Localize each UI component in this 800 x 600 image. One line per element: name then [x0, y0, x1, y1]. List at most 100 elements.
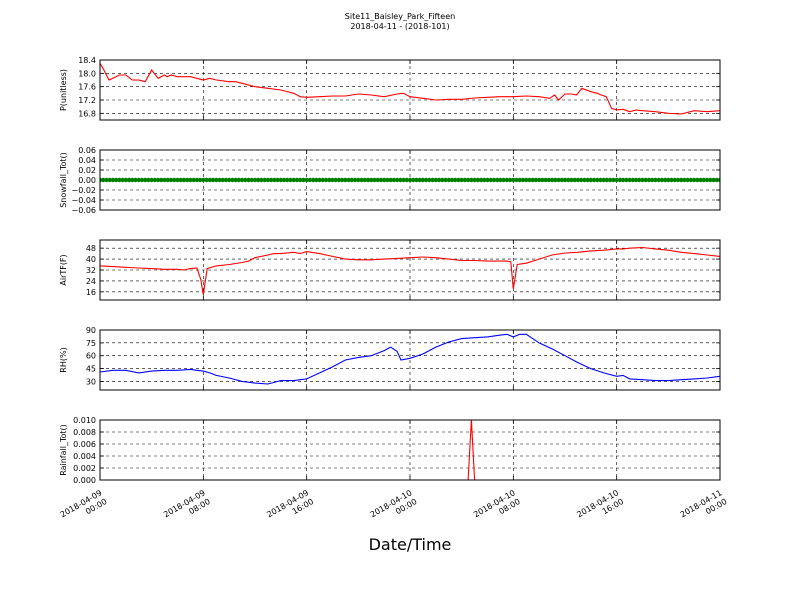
y-tick-label: 48 [86, 244, 96, 253]
data-point [101, 177, 106, 183]
data-point [578, 177, 584, 183]
data-point [197, 177, 203, 183]
data-point [336, 177, 342, 183]
data-point [430, 177, 435, 183]
data-point [501, 177, 506, 183]
y-tick-label: 32 [86, 266, 96, 275]
data-point [191, 177, 196, 183]
data-point [256, 177, 261, 183]
data-point [317, 177, 322, 183]
data-point [504, 177, 510, 183]
data-point [220, 177, 225, 183]
data-point [549, 177, 555, 183]
data-point [546, 177, 552, 183]
data-point [682, 177, 687, 183]
data-point [646, 177, 652, 183]
data-point [226, 177, 232, 183]
data-point [152, 177, 158, 183]
data-point [346, 177, 351, 183]
data-point [359, 177, 364, 183]
data-point [385, 177, 390, 183]
y-tick-label: 0.008 [73, 428, 96, 437]
data-point [378, 177, 384, 183]
data-point [608, 177, 613, 183]
data-point [246, 177, 251, 183]
y-tick-label: 60 [86, 352, 96, 361]
data-point [233, 177, 238, 183]
data-point [304, 177, 309, 183]
y-tick-label: 45 [86, 365, 96, 374]
data-point [653, 177, 658, 183]
y-tick-label: −0.02 [71, 186, 96, 195]
data-point [401, 177, 406, 183]
data-point [369, 177, 374, 183]
data-point [637, 177, 642, 183]
data-point [520, 177, 526, 183]
panel-0: 16.8 17.2 17.6 18.0 18.4 P(unitless) [59, 56, 721, 121]
data-point [388, 177, 393, 183]
data-point [398, 177, 403, 183]
data-point [159, 177, 164, 183]
data-point [604, 177, 610, 183]
data-point [330, 177, 335, 183]
data-point [614, 177, 619, 183]
data-point [178, 177, 183, 183]
data-point [472, 177, 477, 183]
data-point [223, 177, 229, 183]
panel-frame [99, 59, 721, 121]
data-point [113, 177, 119, 183]
y-tick-label: 16.8 [78, 109, 96, 118]
data-point [640, 177, 645, 183]
data-point [275, 177, 280, 183]
data-point [666, 177, 671, 183]
data-point [649, 177, 655, 183]
data-point [507, 177, 513, 183]
data-point [588, 177, 594, 183]
data-point [214, 177, 219, 183]
data-point [272, 177, 277, 183]
data-point [556, 177, 561, 183]
data-point [343, 177, 348, 183]
data-point [536, 177, 542, 183]
y-axis-label: P(unitless) [59, 69, 68, 111]
y-axis-label: Rainfall_Tot() [59, 424, 68, 476]
data-point [243, 177, 248, 183]
y-tick-label: 17.6 [78, 83, 96, 92]
data-point [714, 177, 719, 183]
data-point [465, 177, 471, 183]
data-point [688, 177, 694, 183]
y-tick-label: 17.2 [78, 96, 96, 105]
data-point [259, 177, 264, 183]
data-point [262, 177, 267, 183]
data-point [420, 177, 426, 183]
data-point [627, 177, 632, 183]
data-point [281, 177, 287, 183]
data-point [339, 177, 345, 183]
data-point [569, 177, 574, 183]
data-point [611, 177, 616, 183]
data-point [585, 177, 590, 183]
data-point [679, 177, 684, 183]
data-point [566, 177, 571, 183]
y-tick-label: 0.06 [78, 146, 96, 155]
data-point [462, 177, 468, 183]
data-point [453, 177, 458, 183]
panels-group: 16.817.217.618.018.4P(unitless)−0.06−0.0… [59, 56, 721, 485]
data-point [456, 177, 461, 183]
data-point [165, 177, 171, 183]
x-axis-label: Date/Time [369, 535, 452, 554]
data-point [672, 177, 677, 183]
data-point [562, 177, 568, 183]
data-point [133, 177, 138, 183]
data-point [204, 177, 209, 183]
data-point [498, 177, 503, 183]
data-point [659, 177, 665, 183]
data-point [391, 177, 397, 183]
data-point [172, 177, 177, 183]
data-point [188, 177, 193, 183]
data-point [656, 177, 661, 183]
data-point [433, 177, 439, 183]
data-point [449, 177, 455, 183]
